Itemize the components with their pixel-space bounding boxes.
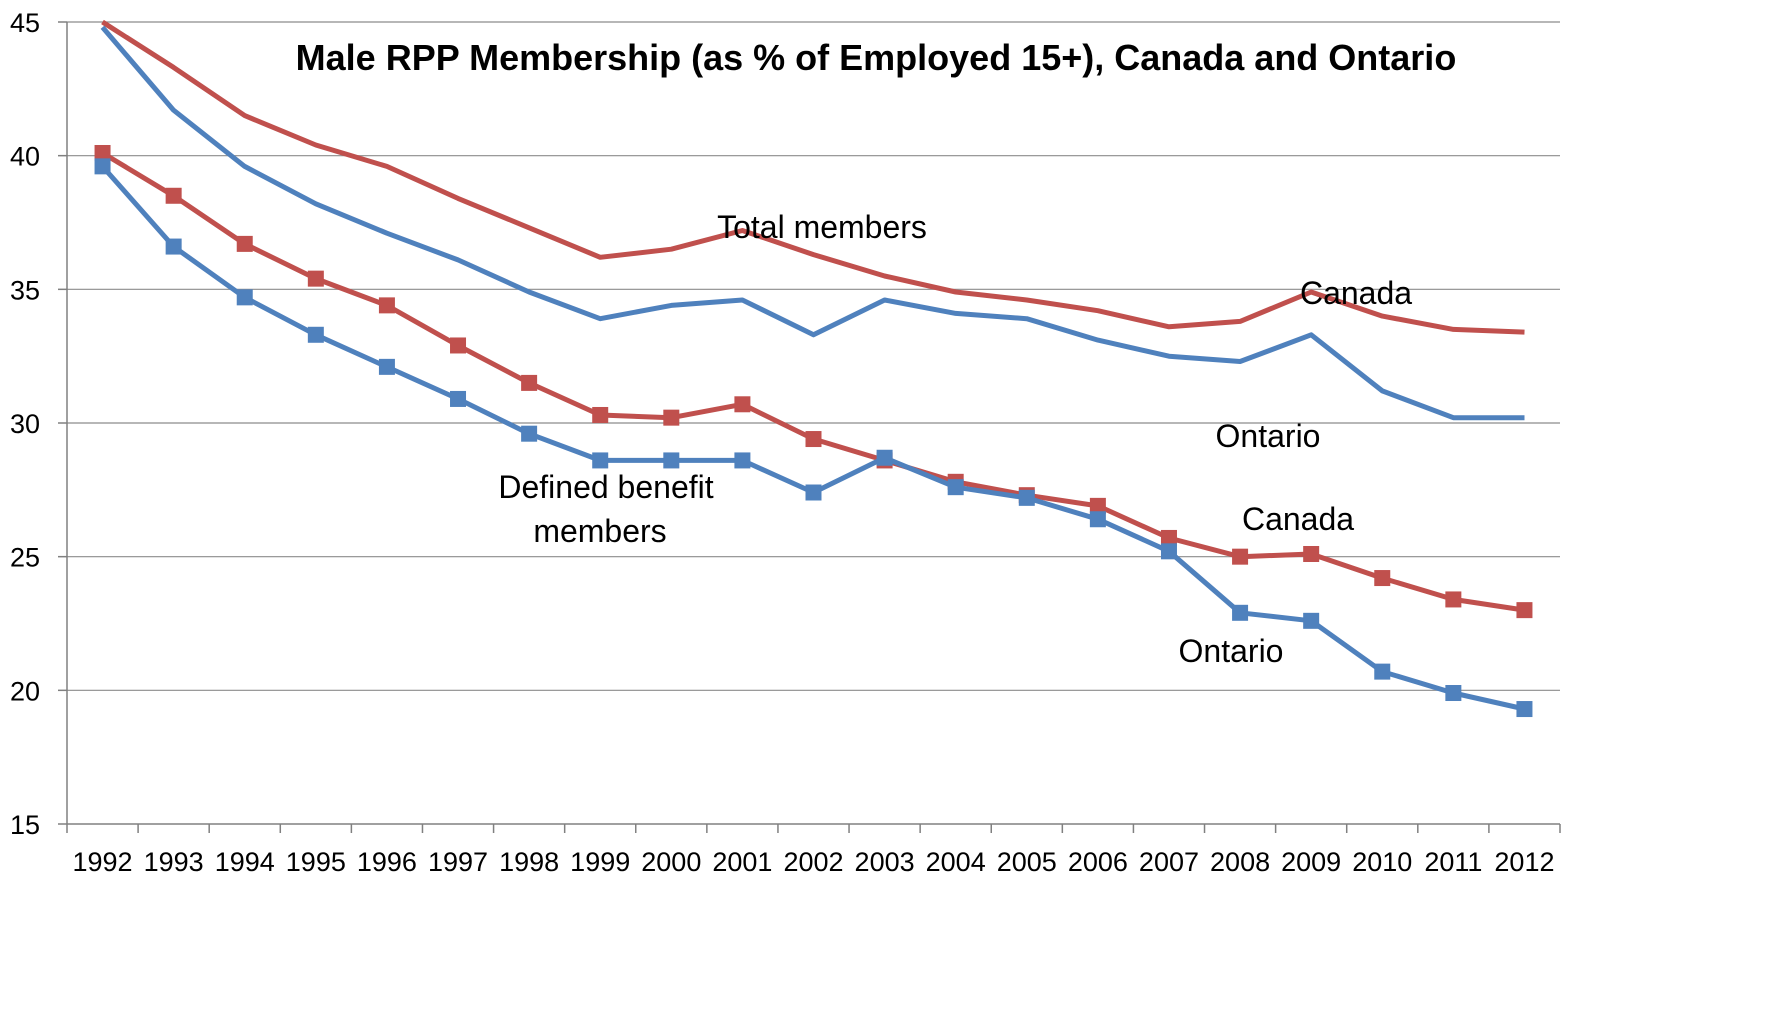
y-tick-label-45: 45	[10, 8, 40, 38]
marker-defined_benefit-ontario-2012	[1516, 701, 1533, 718]
marker-defined_benefit-ontario-1996	[378, 358, 395, 375]
marker-defined_benefit-canada-1994	[236, 235, 253, 252]
marker-defined_benefit-canada-1996	[378, 297, 395, 314]
marker-defined_benefit-canada-1992	[94, 144, 111, 161]
marker-defined_benefit-ontario-1997	[450, 390, 467, 407]
marker-defined_benefit-canada-2007	[1160, 529, 1177, 546]
marker-defined_benefit-canada-2012	[1516, 602, 1533, 619]
marker-defined_benefit-canada-2000	[663, 409, 680, 426]
x-tick-labels: 1992 1993 1994 1995 1996 1997 1998 1999 2000 2001…	[73, 847, 1555, 877]
marker-defined_benefit-ontario-2005	[1018, 489, 1035, 506]
marker-defined_benefit-ontario-2008	[1232, 604, 1249, 621]
x-tick-label-1995: 1995	[286, 847, 346, 877]
x-tick-label-2006: 2006	[1068, 847, 1128, 877]
marker-defined_benefit-ontario-2006	[1089, 511, 1106, 528]
annotation-db-canada: Canada	[1242, 501, 1354, 537]
x-tick-label-2001: 2001	[712, 847, 772, 877]
marker-defined_benefit-canada-2002	[805, 431, 822, 448]
x-tick-label-2008: 2008	[1210, 847, 1270, 877]
x-tick-label-2000: 2000	[641, 847, 701, 877]
marker-defined_benefit-ontario-1993	[165, 238, 182, 255]
marker-defined_benefit-ontario-1998	[521, 425, 538, 442]
gridlines	[58, 21, 1561, 833]
x-tick-label-2005: 2005	[997, 847, 1057, 877]
marker-defined_benefit-ontario-1992	[94, 158, 111, 175]
y-tick-label-30: 30	[10, 409, 40, 439]
marker-defined_benefit-ontario-2010	[1374, 663, 1391, 680]
x-tick-label-1998: 1998	[499, 847, 559, 877]
axes	[66, 22, 1560, 825]
y-tick-label-40: 40	[10, 142, 40, 172]
annotation-db-line2: members	[533, 513, 666, 549]
marker-defined_benefit-ontario-2011	[1445, 685, 1462, 702]
series-line-total-canada	[101, 19, 1525, 335]
marker-defined_benefit-canada-2010	[1374, 570, 1391, 587]
series-line-total-ontario	[100, 25, 1525, 421]
marker-defined_benefit-ontario-1995	[307, 326, 324, 343]
marker-defined_benefit-ontario-2009	[1303, 612, 1320, 629]
marker-defined_benefit-ontario-1999	[592, 452, 609, 469]
marker-defined_benefit-canada-1993	[165, 187, 182, 204]
chart-title: Male RPP Membership (as % of Employed 15…	[296, 37, 1457, 78]
y-tick-label-25: 25	[10, 543, 40, 573]
marker-defined_benefit-ontario-1994	[236, 289, 253, 306]
x-tick-label-1996: 1996	[357, 847, 417, 877]
x-tick-label-1993: 1993	[144, 847, 204, 877]
y-tick-label-20: 20	[10, 676, 40, 706]
marker-defined_benefit-ontario-2003	[876, 449, 893, 466]
x-tick-label-1997: 1997	[428, 847, 488, 877]
marker-defined_benefit-canada-1995	[307, 270, 324, 287]
marker-defined_benefit-canada-1997	[450, 337, 467, 354]
y-tick-labels: 15 20 25 30 35 40 45	[10, 8, 40, 840]
marker-defined_benefit-canada-1998	[521, 374, 538, 391]
marker-defined_benefit-canada-2009	[1303, 545, 1320, 562]
x-tick-label-2012: 2012	[1494, 847, 1554, 877]
x-tick-label-2011: 2011	[1424, 847, 1482, 877]
x-tick-label-2004: 2004	[926, 847, 986, 877]
marker-defined_benefit-canada-2011	[1445, 591, 1462, 608]
marker-defined_benefit-canada-2008	[1232, 548, 1249, 565]
x-tick-label-1992: 1992	[73, 847, 133, 877]
annotation-total-canada: Canada	[1300, 275, 1412, 311]
marker-defined_benefit-ontario-2000	[663, 452, 680, 469]
x-tick-label-1994: 1994	[215, 847, 275, 877]
x-tick-label-2009: 2009	[1281, 847, 1341, 877]
marker-defined_benefit-canada-2006	[1089, 497, 1106, 514]
marker-defined_benefit-ontario-2002	[805, 484, 822, 501]
marker-defined_benefit-canada-1999	[592, 406, 609, 423]
marker-defined_benefit-canada-2001	[734, 396, 751, 413]
annotation-total-members: Total members	[717, 209, 927, 245]
series-lines	[94, 19, 1533, 718]
x-tick-label-2002: 2002	[783, 847, 843, 877]
x-tick-label-2010: 2010	[1352, 847, 1412, 877]
x-tick-label-2003: 2003	[855, 847, 915, 877]
marker-defined_benefit-ontario-2001	[734, 452, 751, 469]
marker-defined_benefit-ontario-2007	[1160, 543, 1177, 560]
annotation-total-ontario: Ontario	[1216, 418, 1321, 454]
marker-defined_benefit-ontario-2004	[947, 479, 964, 496]
x-tick-label-1999: 1999	[570, 847, 630, 877]
y-tick-label-15: 15	[10, 810, 40, 840]
x-tick-label-2007: 2007	[1139, 847, 1199, 877]
annotation-db-line1: Defined benefit	[498, 469, 713, 505]
y-tick-label-35: 35	[10, 275, 40, 305]
annotation-db-ontario: Ontario	[1179, 633, 1284, 669]
